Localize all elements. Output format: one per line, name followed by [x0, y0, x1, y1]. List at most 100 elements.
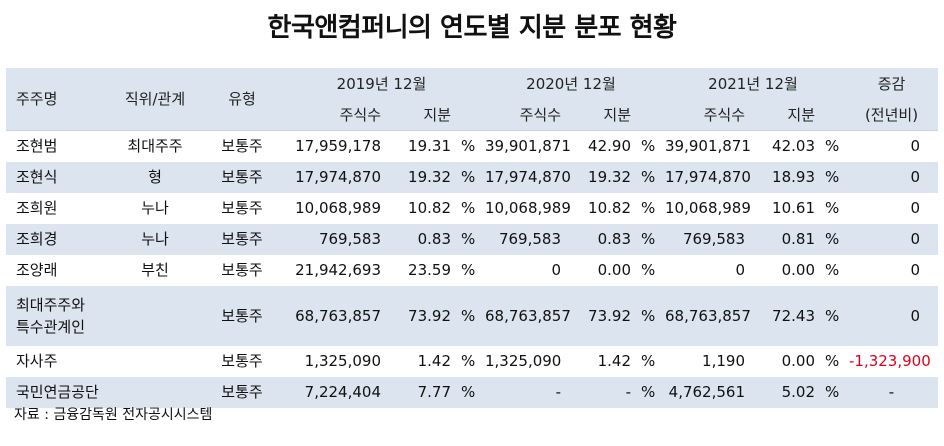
header-shares-2020: 주식수: [519, 106, 561, 124]
share-type: 보통주: [202, 346, 282, 377]
percent-sign: %: [455, 346, 481, 377]
stake-2019: 23.59: [385, 255, 455, 286]
shares-2020: 10,068,989: [481, 193, 571, 224]
percent-sign: %: [819, 224, 845, 255]
header-stake-2019: 지분: [423, 106, 451, 124]
table-row: 조양래 부친 보통주 21,942,693 23.59 % 0 0.00 % 0…: [6, 255, 938, 286]
shares-2021: 769,583: [661, 224, 749, 255]
shares-2021: 0: [661, 255, 749, 286]
share-type: 보통주: [202, 130, 282, 162]
stake-2020: 73.92: [565, 286, 635, 346]
stake-2021: 0.00: [749, 255, 819, 286]
percent-sign: %: [635, 255, 661, 286]
table-row: 조희경 누나 보통주 769,583 0.83 % 769,583 0.83 %…: [6, 224, 938, 255]
percent-sign: %: [455, 377, 481, 408]
header-year-2019: 2019년 12월: [336, 75, 427, 93]
percent-sign: %: [635, 130, 661, 162]
share-type: 보통주: [202, 193, 282, 224]
percent-sign: %: [455, 193, 481, 224]
change-value: 0: [845, 162, 938, 193]
shareholder-name: 국민연금공단: [6, 377, 108, 408]
shares-2020: 0: [481, 255, 565, 286]
shares-2019: 7,224,404: [282, 377, 385, 408]
stake-2020: 0.83: [565, 224, 635, 255]
relation: 최대주주: [108, 130, 202, 162]
percent-sign: %: [635, 193, 661, 224]
percent-sign: %: [819, 130, 845, 162]
stake-2020: -: [565, 377, 635, 408]
shares-2019: 68,763,857: [282, 286, 385, 346]
header-shares-2021: 주식수: [703, 106, 745, 124]
relation: 형: [108, 162, 202, 193]
header-year-2021: 2021년 12월: [708, 75, 798, 93]
table-row: 자사주 보통주 1,325,090 1.42 % 1,325,090 1.42 …: [6, 346, 938, 377]
percent-sign: %: [455, 130, 481, 162]
shares-2019: 10,068,989: [282, 193, 385, 224]
shareholder-name: 조희경: [6, 224, 108, 255]
share-type: 보통주: [202, 162, 282, 193]
stake-2021: 18.93: [749, 162, 819, 193]
stake-2019: 7.77: [385, 377, 455, 408]
shares-2019: 17,959,178: [282, 130, 385, 162]
percent-sign: %: [819, 346, 845, 377]
stake-2020: 42.90: [565, 130, 635, 162]
stake-2021: 5.02: [749, 377, 819, 408]
relation: 누나: [108, 193, 202, 224]
shareholder-name: 조양래: [6, 255, 108, 286]
stake-2019: 0.83: [385, 224, 455, 255]
change-value: 0: [845, 286, 938, 346]
header-change: 증감: [877, 75, 906, 93]
stake-2019: 73.92: [385, 286, 455, 346]
stake-2021: 42.03: [749, 130, 819, 162]
stake-2020: 1.42: [565, 346, 635, 377]
shares-2020: 17,974,870: [481, 162, 571, 193]
percent-sign: %: [455, 255, 481, 286]
relation: 부친: [108, 255, 202, 286]
header-position: 직위/관계: [124, 89, 186, 108]
table-row: 조현식 형 보통주 17,974,870 19.32 % 17,974,870 …: [6, 162, 938, 193]
shareholder-name: 조현식: [6, 162, 108, 193]
percent-sign: %: [819, 162, 845, 193]
shares-2021: 1,190: [661, 346, 749, 377]
percent-sign: %: [819, 255, 845, 286]
source-note: 자료 : 금융감독원 전자공시시스템: [14, 407, 213, 423]
stake-2021: 72.43: [749, 286, 819, 346]
percent-sign: %: [455, 224, 481, 255]
percent-sign: %: [455, 286, 481, 346]
stake-2020: 10.82: [565, 193, 635, 224]
stake-2019: 1.42: [385, 346, 455, 377]
table-row: 최대주주와 특수관계인 보통주 68,763,857 73.92 % 68,76…: [6, 286, 938, 346]
table-row: 조희원 누나 보통주 10,068,989 10.82 % 10,068,989…: [6, 193, 938, 224]
stake-2019: 10.82: [385, 193, 455, 224]
shareholder-name: 조현범: [6, 130, 108, 162]
shares-2020: 39,901,871: [481, 130, 571, 162]
header-stake-2020: 지분: [603, 106, 631, 124]
shares-2019: 21,942,693: [282, 255, 385, 286]
shares-2019: 769,583: [282, 224, 385, 255]
shares-2019: 1,325,090: [282, 346, 385, 377]
share-type: 보통주: [202, 224, 282, 255]
relation: [108, 377, 202, 408]
change-value: -: [845, 377, 938, 408]
shares-2021: 17,974,870: [661, 162, 751, 193]
shares-2020: -: [481, 377, 565, 408]
shareholding-table: 주주명 직위/관계 유형 2019년 12월 2020년 12월 2021년 1…: [6, 68, 938, 408]
relation: [108, 286, 202, 346]
page-title: 한국앤컴퍼니의 연도별 지분 분포 현황: [267, 13, 677, 43]
stake-2020: 0.00: [565, 255, 635, 286]
change-value: 0: [845, 224, 938, 255]
shares-2021: 39,901,871: [661, 130, 751, 162]
percent-sign: %: [455, 162, 481, 193]
shareholder-name: 조희원: [6, 193, 108, 224]
percent-sign: %: [635, 224, 661, 255]
share-type: 보통주: [202, 286, 282, 346]
share-type: 보통주: [202, 255, 282, 286]
shares-2021: 4,762,561: [661, 377, 749, 408]
header-type: 유형: [228, 89, 256, 108]
table-row: 국민연금공단 보통주 7,224,404 7.77 % - - % 4,762,…: [6, 377, 938, 408]
percent-sign: %: [635, 377, 661, 408]
percent-sign: %: [635, 162, 661, 193]
stake-2020: 19.32: [565, 162, 635, 193]
shareholder-name-line2: 특수관계인: [16, 318, 86, 336]
relation: [108, 346, 202, 377]
